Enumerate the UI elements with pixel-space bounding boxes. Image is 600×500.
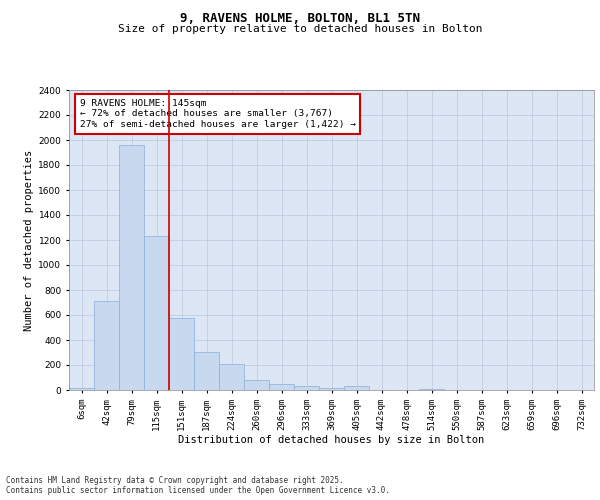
Bar	[244, 380, 269, 390]
Bar	[119, 145, 144, 390]
X-axis label: Distribution of detached houses by size in Bolton: Distribution of detached houses by size …	[178, 436, 485, 446]
Bar	[319, 388, 344, 390]
Bar	[169, 318, 194, 390]
Bar	[344, 386, 369, 390]
Bar	[194, 352, 219, 390]
Bar	[294, 386, 319, 390]
Text: Size of property relative to detached houses in Bolton: Size of property relative to detached ho…	[118, 24, 482, 34]
Bar	[144, 236, 169, 390]
Bar	[69, 388, 94, 390]
Bar	[219, 364, 244, 390]
Text: Contains HM Land Registry data © Crown copyright and database right 2025.
Contai: Contains HM Land Registry data © Crown c…	[6, 476, 390, 495]
Y-axis label: Number of detached properties: Number of detached properties	[24, 150, 34, 330]
Bar	[269, 384, 294, 390]
Text: 9, RAVENS HOLME, BOLTON, BL1 5TN: 9, RAVENS HOLME, BOLTON, BL1 5TN	[180, 12, 420, 26]
Bar	[94, 301, 119, 390]
Text: 9 RAVENS HOLME: 145sqm
← 72% of detached houses are smaller (3,767)
27% of semi-: 9 RAVENS HOLME: 145sqm ← 72% of detached…	[79, 99, 355, 129]
